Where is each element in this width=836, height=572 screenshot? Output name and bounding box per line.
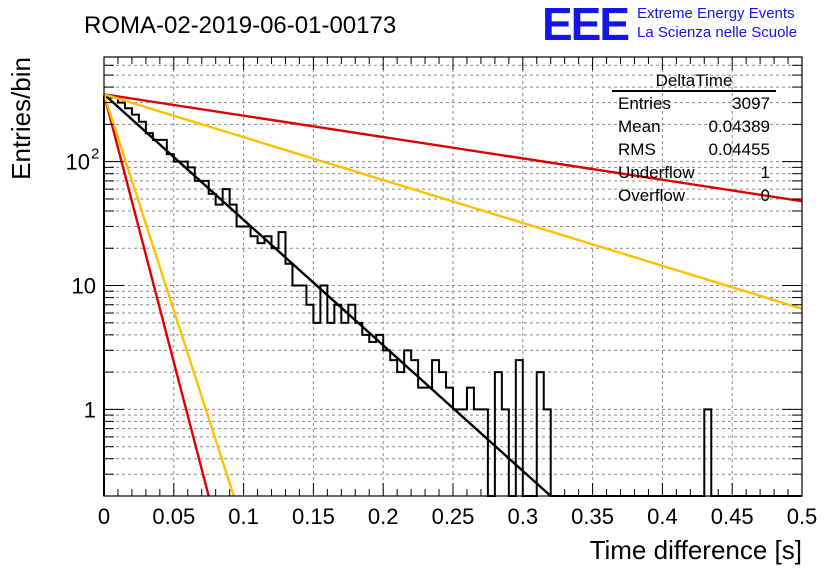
- fit-line: [102, 93, 235, 497]
- histogram-bin: [153, 140, 160, 496]
- histogram-bin: [285, 264, 292, 496]
- x-tick-label: 0.05: [152, 504, 195, 529]
- histogram-bin: [146, 133, 153, 496]
- histogram-bin: [292, 286, 299, 496]
- stats-box: DeltaTime Entries 3097 Mean 0.04389 RMS 0.044…: [612, 71, 776, 205]
- histogram-bin: [244, 226, 251, 496]
- histogram-bin: [334, 305, 341, 496]
- histogram-bin: [453, 409, 460, 496]
- y-tick-label: 1: [84, 397, 96, 422]
- chart-title: ROMA-02-2019-06-01-00173: [84, 12, 396, 39]
- histogram-bin: [265, 236, 272, 496]
- histogram-bin: [704, 409, 711, 496]
- histogram-bin: [537, 372, 544, 496]
- histogram-bin: [474, 409, 481, 496]
- x-axis-title: Time difference [s]: [590, 535, 802, 565]
- histogram-bin: [432, 360, 439, 496]
- x-tick-label: 0: [98, 504, 110, 529]
- histogram-bin: [181, 162, 188, 496]
- histogram-bin: [397, 372, 404, 496]
- x-tick-label: 0.45: [711, 504, 754, 529]
- histogram-bin: [209, 194, 216, 496]
- eee-logo-line1: Extreme Energy Events: [637, 5, 795, 22]
- stats-row-label: Overflow: [618, 186, 686, 205]
- histogram-bin: [460, 409, 467, 496]
- y-axis-title: Entries/bin: [6, 57, 36, 180]
- stats-row-value: 0.04389: [709, 117, 770, 136]
- y-tick-label: 10: [66, 150, 90, 175]
- x-tick-label: 0.2: [368, 504, 399, 529]
- stats-box-title: DeltaTime: [656, 71, 733, 90]
- x-tick-label: 0.4: [647, 504, 678, 529]
- stats-row-label: Entries: [618, 94, 671, 113]
- histogram-bin: [411, 360, 418, 496]
- stats-row-value: 3097: [732, 94, 770, 113]
- y-tick-label: 10: [72, 274, 96, 299]
- x-tick-label: 0.1: [228, 504, 259, 529]
- axis-ticks: [103, 56, 803, 497]
- histogram-bin: [425, 388, 432, 496]
- fit-line: [103, 93, 552, 497]
- eee-logo-line2: La Scienza nelle Scuole: [637, 24, 797, 41]
- x-tick-label: 0.25: [432, 504, 475, 529]
- histogram-bin: [111, 97, 118, 496]
- x-tick-label: 0.15: [292, 504, 335, 529]
- histogram-bin: [369, 342, 376, 496]
- fit-line: [103, 93, 803, 203]
- histogram-bin: [202, 181, 209, 496]
- x-tick-label: 0.3: [508, 504, 539, 529]
- x-tick-labels: 0 0.05 0.1 0.15 0.2 0.25 0.3 0.35 0.4 0.45 0.5: [98, 504, 817, 529]
- histogram-bin: [299, 286, 306, 496]
- fit-lines: [102, 93, 803, 497]
- histogram-bin: [544, 409, 551, 496]
- y-tick-exponent: 2: [91, 146, 99, 163]
- histogram-bin: [467, 388, 474, 496]
- eee-logo-mark: EEE: [542, 0, 628, 50]
- histogram-bin: [418, 388, 425, 496]
- histogram-bin: [132, 115, 139, 496]
- histogram-bin: [251, 236, 258, 496]
- x-tick-label: 0.35: [571, 504, 614, 529]
- histogram-bin: [104, 96, 111, 496]
- stats-row-value: 0.04455: [709, 140, 770, 159]
- histogram-bin: [439, 372, 446, 496]
- stats-row-value: 0: [761, 186, 770, 205]
- fit-line: [103, 93, 803, 310]
- histogram-bin: [223, 189, 230, 496]
- histogram-bin: [320, 286, 327, 496]
- histogram-bin: [306, 305, 313, 496]
- histogram-bin: [258, 243, 265, 496]
- fit-line: [102, 93, 210, 497]
- x-tick-label: 0.5: [787, 504, 818, 529]
- histogram-bin: [516, 360, 523, 496]
- stats-box-rows: Entries 3097 Mean 0.04389 RMS 0.04455 Underflo…: [618, 94, 770, 205]
- stats-row-label: Mean: [618, 117, 661, 136]
- stats-row-value: 1: [761, 163, 770, 182]
- histogram-bin: [237, 226, 244, 496]
- histogram-bin: [279, 232, 286, 496]
- histogram-bin: [167, 154, 174, 496]
- histogram-bin: [348, 305, 355, 496]
- histogram-bin: [481, 409, 488, 496]
- stats-row-label: RMS: [618, 140, 656, 159]
- histogram-bin: [495, 372, 502, 496]
- eee-logo: EEE Extreme Energy Events La Scienza nel…: [542, 0, 797, 50]
- histogram-bin: [390, 360, 397, 496]
- stats-row-label: Underflow: [618, 163, 695, 182]
- histogram-bin: [139, 122, 146, 496]
